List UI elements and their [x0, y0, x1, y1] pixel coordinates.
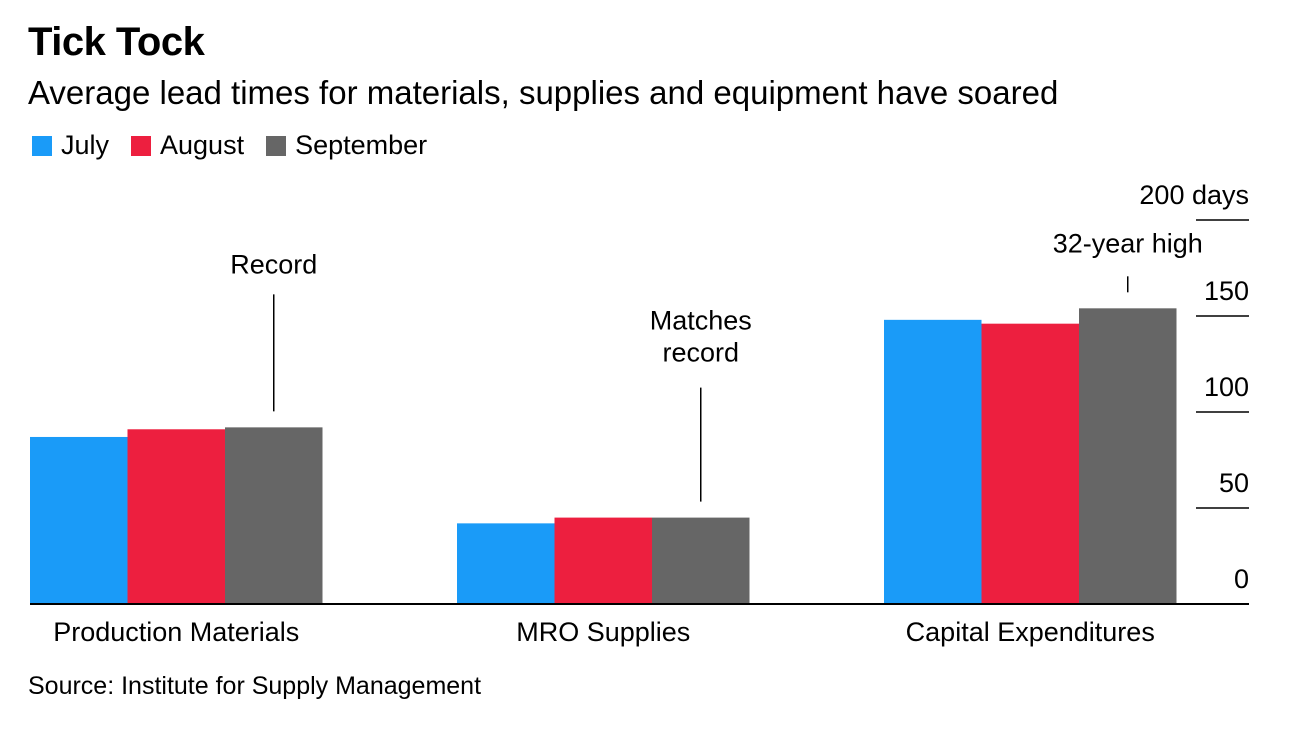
source-note: Source: Institute for Supply Management	[28, 672, 482, 700]
legend-item-august: August	[131, 130, 244, 161]
bar-production-materials-july	[30, 436, 128, 604]
y-tick-label: 150	[1204, 276, 1249, 306]
bar-mro-supplies-july	[457, 523, 555, 604]
category-label: Production Materials	[53, 617, 299, 647]
annotation-label: 32-year high	[1053, 228, 1203, 258]
legend-swatch-july	[32, 135, 52, 156]
bar-capital-expenditures-july	[884, 319, 982, 604]
category-label: Capital Expenditures	[906, 617, 1155, 647]
bar-production-materials-august	[127, 429, 225, 604]
legend-label-august: August	[160, 130, 245, 160]
legend-item-september: September	[266, 130, 427, 161]
y-tick-label: 50	[1219, 468, 1249, 498]
legend-item-july: July	[32, 130, 109, 161]
y-tick-label: 200 days	[1139, 180, 1249, 210]
bar-mro-supplies-september	[652, 517, 750, 604]
legend-swatch-september	[266, 135, 287, 156]
category-label: MRO Supplies	[516, 617, 690, 647]
y-tick-label: 100	[1204, 372, 1249, 402]
legend: July August September	[32, 130, 449, 161]
y-tick-label: 0	[1234, 564, 1249, 594]
annotation-label: record	[662, 338, 739, 368]
bar-capital-expenditures-august	[981, 323, 1079, 604]
bar-capital-expenditures-september	[1079, 308, 1177, 604]
legend-label-september: September	[295, 130, 428, 160]
bar-production-materials-september	[225, 427, 323, 604]
bar-mro-supplies-august	[554, 517, 652, 604]
chart-subtitle: Average lead times for materials, suppli…	[28, 74, 1059, 111]
annotation-label: Record	[230, 249, 317, 279]
legend-swatch-august	[131, 135, 152, 156]
chart-title: Tick Tock	[28, 20, 205, 64]
annotation-label: Matches	[650, 306, 752, 336]
legend-label-july: July	[61, 130, 110, 160]
